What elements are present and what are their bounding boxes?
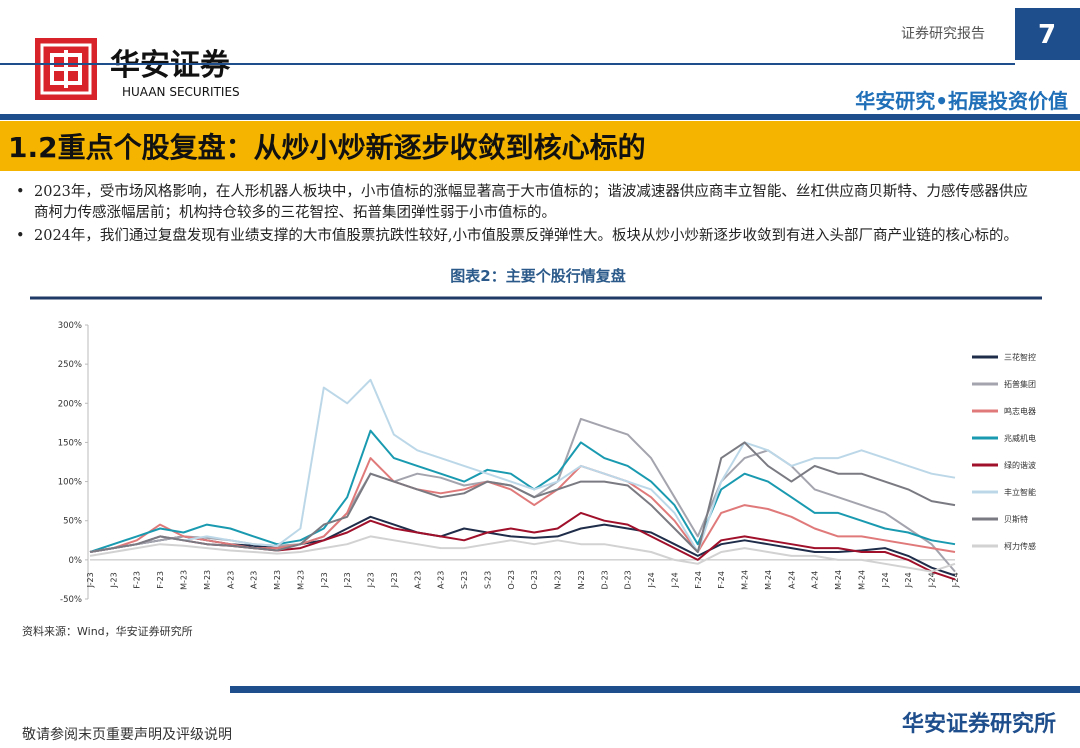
x-tick-label: J-23 xyxy=(86,572,95,588)
x-tick-label: O-23 xyxy=(530,570,539,590)
legend-label: 三花智控 xyxy=(1004,352,1036,362)
footer-bar xyxy=(230,686,1080,693)
x-tick-label: J-23 xyxy=(109,572,118,588)
series-line xyxy=(89,441,956,553)
x-tick-label: F-24 xyxy=(717,571,726,589)
source: 资料来源：Wind，华安证券研究所 xyxy=(22,624,193,638)
bullet-text: 2024年，我们通过复盘发现有业绩支撑的大市值股票抗跌性较好,小市值股票反弹弹性… xyxy=(34,228,1019,244)
x-tick-label: J-24 xyxy=(881,572,890,588)
chart-title: 图表2：主要个股行情复盘 xyxy=(450,267,625,285)
report-type: 证券研究报告 xyxy=(901,26,985,42)
x-tick-label: S-23 xyxy=(460,571,469,589)
y-tick-label: 50% xyxy=(63,517,82,527)
x-tick-label: J-24 xyxy=(670,572,679,588)
x-tick-label: J-23 xyxy=(390,572,399,588)
slogan: 华安研究•拓展投资价值 xyxy=(855,89,1068,113)
x-tick-label: M-23 xyxy=(273,570,282,590)
x-tick-label: J-24 xyxy=(951,572,960,588)
x-tick-label: S-23 xyxy=(483,571,492,589)
x-tick-label: D-23 xyxy=(600,570,609,589)
legend-label: 兆威机电 xyxy=(1004,433,1036,443)
legend-label: 贝斯特 xyxy=(1004,514,1028,524)
y-tick-label: -50% xyxy=(60,595,82,605)
x-tick-label: D-23 xyxy=(624,570,633,589)
institute: 华安证券研究所 xyxy=(901,712,1056,737)
header: 华安证券 HUAAN SECURITIES 证券研究报告 7 华安研究•拓展投资… xyxy=(0,8,1080,120)
x-tick-label: N-23 xyxy=(577,570,586,589)
x-tick-label: A-23 xyxy=(413,571,422,589)
x-tick-label: M-23 xyxy=(180,570,189,590)
series-line xyxy=(89,535,956,573)
series-line xyxy=(89,457,956,553)
logo-en: HUAAN SECURITIES xyxy=(122,85,240,99)
series-line xyxy=(89,429,956,553)
y-tick-label: 200% xyxy=(58,399,82,409)
x-tick-label: M-24 xyxy=(741,570,750,590)
x-tick-label: M-23 xyxy=(203,570,212,590)
bullet: • 2023年，受市场风格影响，在人形机器人板块中，小市值标的涨幅显著高于大市值标… xyxy=(16,182,1034,224)
x-tick-label: M-24 xyxy=(834,570,843,590)
series-line xyxy=(89,515,956,577)
series-line xyxy=(89,511,956,581)
logo-glyph xyxy=(50,50,82,88)
legend-label: 拓普集团 xyxy=(1004,379,1036,389)
x-tick-label: A-24 xyxy=(811,571,820,589)
legend-label: 丰立智能 xyxy=(1004,487,1036,497)
bullet-text: 2023年，受市场风格影响，在人形机器人板块中，小市值标的涨幅显著高于大市值标的… xyxy=(34,184,1028,221)
disclaimer: 敬请参阅末页重要声明及评级说明 xyxy=(22,727,232,743)
y-tick-label: 100% xyxy=(58,478,82,488)
x-tick-label: J-23 xyxy=(320,572,329,588)
x-tick-label: F-23 xyxy=(156,571,165,589)
x-tick-label: J-23 xyxy=(343,572,352,588)
x-tick-label: A-23 xyxy=(226,571,235,589)
legend-label: 绿的谐波 xyxy=(1004,460,1036,470)
chart: 图表2：主要个股行情复盘 资料来源：Wind，华安证券研究所 -50% 0% 50%… xyxy=(22,267,1042,638)
logo-frame xyxy=(40,43,92,95)
legend-label: 柯力传感 xyxy=(1004,541,1036,551)
bullet-dot: • xyxy=(16,228,25,244)
y-tick-label: 0% xyxy=(69,556,83,566)
x-tick-label: N-23 xyxy=(554,570,563,589)
x-tick-label: M-23 xyxy=(296,570,305,590)
x-tick-label: J-23 xyxy=(367,572,376,588)
x-tick-label: J-24 xyxy=(928,572,937,588)
x-tick-label: J-24 xyxy=(904,572,913,588)
legend-label: 鸣志电器 xyxy=(1004,406,1036,416)
x-tick-label: A-23 xyxy=(250,571,259,589)
x-tick-label: A-23 xyxy=(437,571,446,589)
y-tick-label: 300% xyxy=(58,321,82,331)
x-tick-label: J-24 xyxy=(647,572,656,588)
title-bar xyxy=(0,121,1080,171)
page-box xyxy=(1015,8,1080,60)
x-tick-label: A-24 xyxy=(787,571,796,589)
y-tick-label: 150% xyxy=(58,438,82,448)
series-line xyxy=(89,378,956,553)
page-number: 7 xyxy=(1038,20,1056,50)
bullet-dot: • xyxy=(16,184,25,200)
x-tick-label: F-23 xyxy=(133,571,142,589)
bullet: • 2024年，我们通过复盘发现有业绩支撑的大市值股票抗跌性较好,小市值股票反弹弹… xyxy=(16,226,1034,247)
x-tick-label: M-24 xyxy=(764,570,773,590)
x-tick-label: O-23 xyxy=(507,570,516,590)
y-tick-label: 250% xyxy=(58,360,82,370)
x-tick-label: M-24 xyxy=(857,570,866,590)
logo-cn: 华安证券 xyxy=(110,48,231,83)
slide-title: 1.2重点个股复盘：从炒小炒新逐步收敛到核心标的 xyxy=(8,131,646,164)
header-bar xyxy=(0,114,1080,120)
x-tick-label: F-24 xyxy=(694,571,703,589)
